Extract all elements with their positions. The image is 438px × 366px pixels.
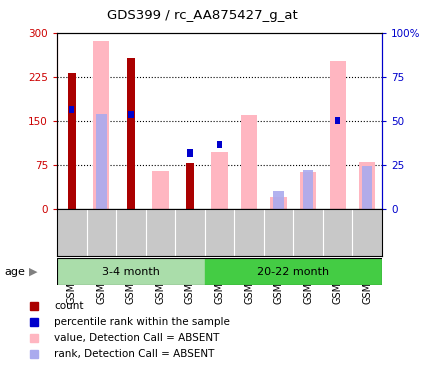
Bar — [299, 172, 315, 209]
Bar — [216, 141, 222, 148]
Text: 20-22 month: 20-22 month — [257, 267, 328, 277]
FancyBboxPatch shape — [57, 258, 204, 285]
Bar — [152, 171, 168, 209]
Bar — [361, 167, 371, 209]
Text: count: count — [54, 301, 84, 311]
Bar — [128, 111, 133, 119]
Text: ▶: ▶ — [28, 267, 37, 277]
Bar — [334, 117, 339, 124]
Bar — [69, 105, 74, 113]
Bar — [270, 197, 286, 209]
Text: age: age — [4, 267, 25, 277]
Text: rank, Detection Call = ABSENT: rank, Detection Call = ABSENT — [54, 349, 214, 359]
Bar — [68, 73, 75, 209]
Text: percentile rank within the sample: percentile rank within the sample — [54, 317, 230, 327]
Text: 3-4 month: 3-4 month — [102, 267, 159, 277]
Bar — [127, 58, 134, 209]
Bar — [358, 162, 374, 209]
Bar — [211, 152, 227, 209]
Bar — [93, 41, 109, 209]
Text: value, Detection Call = ABSENT: value, Detection Call = ABSENT — [54, 333, 219, 343]
Bar — [302, 170, 313, 209]
Bar — [273, 191, 283, 209]
Bar — [96, 114, 106, 209]
FancyBboxPatch shape — [204, 258, 381, 285]
Bar — [240, 115, 257, 209]
Text: GDS399 / rc_AA875427_g_at: GDS399 / rc_AA875427_g_at — [106, 9, 297, 22]
Bar — [329, 61, 345, 209]
Bar — [187, 149, 192, 157]
Bar — [186, 163, 193, 209]
